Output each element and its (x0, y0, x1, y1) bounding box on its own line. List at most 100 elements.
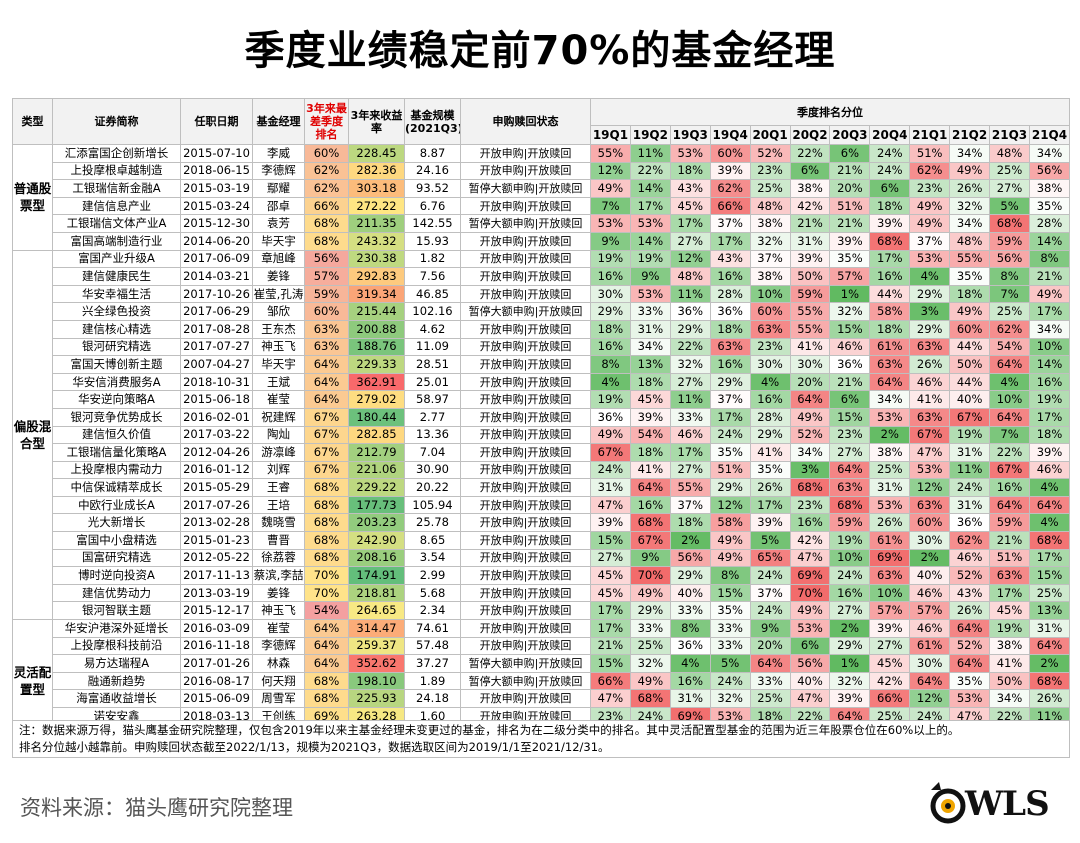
quarter-rank-cell: 33% (669, 407, 711, 427)
manager-cell: 邹欣 (252, 302, 305, 321)
table-row: 上投摩根卓越制造 2018-06-15 李德辉 62% 282.36 24.16 开放申购|… (13, 161, 1071, 181)
quarter-rank-cell: 50% (989, 671, 1030, 691)
quarter-rank-cell: 67% (590, 443, 631, 462)
status-cell: 开放申购|开放赎回 (460, 478, 591, 497)
quarter-rank-cell: 22% (629, 161, 671, 181)
quarter-rank-cell: 68% (629, 689, 671, 708)
quarter-rank-cell: 48% (749, 196, 791, 216)
table-row: 灵活配置型 华安沪港深外延增长 2016-03-09 崔莹 64% 314.47 74.61… (12, 619, 1071, 744)
quarter-rank-cell: 59% (989, 231, 1030, 251)
quarter-rank-cell: 46% (1028, 460, 1071, 480)
quarter-rank-cell: 33% (709, 619, 751, 638)
quarter-rank-cell: 36% (949, 513, 991, 533)
quarter-rank-cell: 19% (829, 531, 871, 550)
fund-name-cell: 华安幸福生活 (52, 284, 181, 304)
quarter-header: 19Q4 (709, 125, 751, 145)
quarter-rank-cell: 32% (949, 196, 991, 216)
quarter-header: 21Q1 (909, 125, 951, 145)
quarter-rank-cell: 12% (669, 249, 711, 269)
quarter-rank-cell: 44% (949, 372, 991, 392)
quarter-rank-cell: 31% (1028, 619, 1071, 638)
worst-rank-cell: 66% (304, 196, 349, 216)
quarter-rank-cell: 11% (629, 144, 671, 163)
start-date-cell: 2017-07-27 (180, 337, 253, 357)
quarter-rank-cell: 11% (949, 460, 991, 480)
quarter-rank-cell: 39% (829, 231, 871, 251)
quarter-rank-cell: 64% (869, 372, 911, 392)
quarter-rank-cell: 53% (669, 144, 711, 163)
fund-name-cell: 上投摩根内需动力 (52, 460, 181, 480)
worst-rank-cell: 68% (304, 548, 349, 568)
manager-cell: 曹晋 (252, 531, 305, 550)
quarter-rank-cell: 9% (590, 231, 631, 251)
quarter-rank-cell: 39% (709, 161, 751, 181)
quarter-rank-cell: 43% (709, 249, 751, 269)
quarter-rank-cell: 39% (829, 689, 871, 708)
status-cell: 暂停大额申购|开放赎回 (460, 654, 591, 673)
quarter-rank-cell: 44% (949, 337, 991, 357)
quarter-rank-cell: 39% (749, 513, 791, 533)
scale-cell: 37.27 (404, 654, 461, 673)
start-date-cell: 2015-03-19 (180, 179, 253, 198)
quarter-rank-cell: 28% (749, 407, 791, 427)
return-cell: 279.02 (348, 390, 405, 409)
quarter-rank-cell: 15% (590, 654, 631, 673)
quarter-rank-cell: 41% (989, 654, 1030, 673)
quarter-rank-cell: 7% (989, 425, 1030, 445)
fund-name-cell: 博时逆向投资A (52, 566, 181, 585)
quarter-rank-cell: 43% (949, 583, 991, 603)
quarter-header: 19Q2 (629, 125, 671, 145)
return-cell: 218.81 (348, 583, 405, 603)
scale-cell: 8.87 (404, 144, 461, 163)
start-date-cell: 2012-05-22 (180, 548, 253, 568)
quarter-rank-cell: 49% (789, 407, 831, 427)
quarter-rank-cell: 16% (669, 671, 711, 691)
scale-cell: 1.89 (404, 671, 461, 691)
quarter-rank-cell: 41% (749, 443, 791, 462)
quarter-rank-cell: 17% (749, 495, 791, 515)
quarter-rank-cell: 59% (829, 513, 871, 533)
quarter-rank-cell: 10% (829, 548, 871, 568)
quarter-rank-cell: 42% (789, 531, 831, 550)
start-date-cell: 2016-03-09 (180, 619, 253, 638)
quarter-rank-cell: 49% (709, 548, 751, 568)
quarter-rank-cell: 64% (949, 619, 991, 638)
quarter-rank-cell: 4% (1028, 513, 1071, 533)
quarter-rank-cell: 45% (989, 601, 1030, 621)
manager-cell: 神玉飞 (252, 601, 305, 621)
scale-cell: 7.04 (404, 443, 461, 462)
quarter-rank-cell: 70% (629, 566, 671, 585)
start-date-cell: 2015-06-09 (180, 689, 253, 708)
manager-cell: 神玉飞 (252, 337, 305, 357)
page-title: 季度业绩稳定前70%的基金经理 (244, 28, 836, 74)
quarter-rank-cell: 64% (989, 355, 1030, 374)
manager-cell: 王斌 (252, 372, 305, 392)
manager-cell: 何天翔 (252, 671, 305, 691)
quarter-rank-cell: 14% (1028, 355, 1071, 374)
quarter-rank-cell: 49% (789, 601, 831, 621)
fund-name-cell: 富国中小盘精选 (52, 531, 181, 550)
scale-cell: 2.77 (404, 407, 461, 427)
start-date-cell: 2016-02-01 (180, 407, 253, 427)
quarter-rank-cell: 25% (989, 161, 1030, 181)
quarter-rank-cell: 17% (709, 231, 751, 251)
quarter-rank-cell: 33% (669, 601, 711, 621)
table-row: 兴全绿色投资 2017-06-29 邹欣 60% 215.44 102.16 暂停大额申购|… (13, 302, 1071, 321)
col-header-type: 类型 (12, 98, 53, 145)
return-cell: 230.38 (348, 249, 405, 269)
quarter-rank-cell: 66% (869, 689, 911, 708)
quarter-rank-cell: 4% (749, 372, 791, 392)
return-cell: 198.10 (348, 671, 405, 691)
scale-cell: 24.18 (404, 689, 461, 708)
manager-cell: 崔莹,孔涛 (252, 284, 305, 304)
quarter-rank-cell: 8% (590, 355, 631, 374)
quarter-rank-cell: 64% (989, 407, 1030, 427)
quarter-rank-cell: 6% (829, 390, 871, 409)
quarter-rank-cell: 31% (789, 231, 831, 251)
start-date-cell: 2013-03-19 (180, 583, 253, 603)
quarter-rank-cell: 53% (629, 214, 671, 233)
quarter-rank-cell: 14% (629, 231, 671, 251)
quarter-rank-cell: 49% (909, 196, 951, 216)
quarter-rank-cell: 49% (590, 179, 631, 198)
col-header-status: 申购赎回状态 (460, 98, 591, 145)
